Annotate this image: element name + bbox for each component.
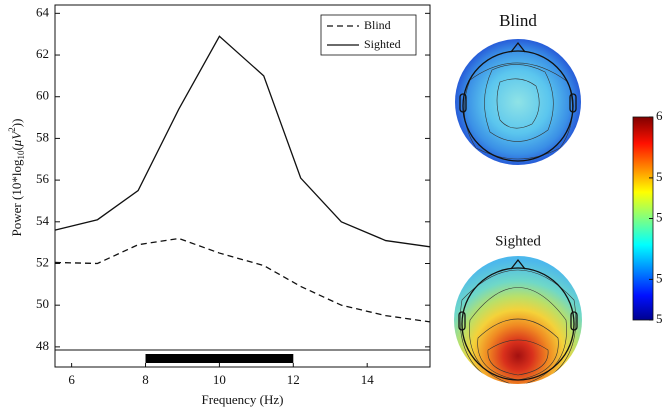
y-tick-label: 50 (36, 296, 49, 311)
colorbar: 50 52 55 57 60 (632, 108, 663, 326)
legend-label: Sighted (364, 37, 401, 51)
y-tick-label: 48 (36, 338, 49, 353)
y-tick-label: 56 (36, 171, 50, 186)
y-axis-title-part: 2 (7, 127, 17, 132)
topomap-title: Sighted (495, 233, 541, 249)
y-tick-label: 54 (36, 213, 50, 228)
highlight-band (145, 354, 294, 363)
series-line (54, 237, 431, 323)
x-tick-label: 14 (361, 372, 375, 387)
legend-label: Blind (364, 18, 391, 32)
y-tick-label: 60 (36, 88, 49, 103)
y-axis-title-part: Power (10*log (9, 159, 24, 236)
x-tick-label: 10 (213, 372, 226, 387)
y-axis-title-part: 10 (16, 150, 26, 160)
y-tick-label: 58 (36, 129, 49, 144)
y-axis-title-part: ( (9, 146, 24, 150)
colorbar-tick-label: 57 (656, 169, 663, 184)
plot-frame (54, 4, 431, 368)
topomap-blind (455, 39, 581, 165)
topomap-title: Blind (499, 11, 537, 30)
x-tick-label: 8 (142, 372, 149, 387)
y-axis-title: Power (10*log10(μV2)) (7, 119, 26, 237)
y-tick-label: 52 (36, 254, 49, 269)
colorbar-tick-label: 55 (656, 209, 663, 224)
colorbar-tick-label: 52 (656, 270, 663, 285)
y-axis-title-part: μV (9, 130, 24, 148)
colorbar-tick-label: 50 (656, 311, 663, 326)
x-tick-label: 6 (68, 372, 75, 387)
series-line (54, 35, 431, 248)
x-axis-title: Frequency (Hz) (202, 392, 284, 407)
y-tick-label: 64 (36, 4, 50, 19)
topomap-sighted (454, 256, 582, 384)
y-axis-title-part: )) (9, 119, 24, 128)
legend-box (320, 14, 417, 56)
colorbar-tick-label: 60 (656, 108, 663, 123)
x-tick-label: 12 (287, 372, 300, 387)
y-tick-label: 62 (36, 46, 49, 61)
